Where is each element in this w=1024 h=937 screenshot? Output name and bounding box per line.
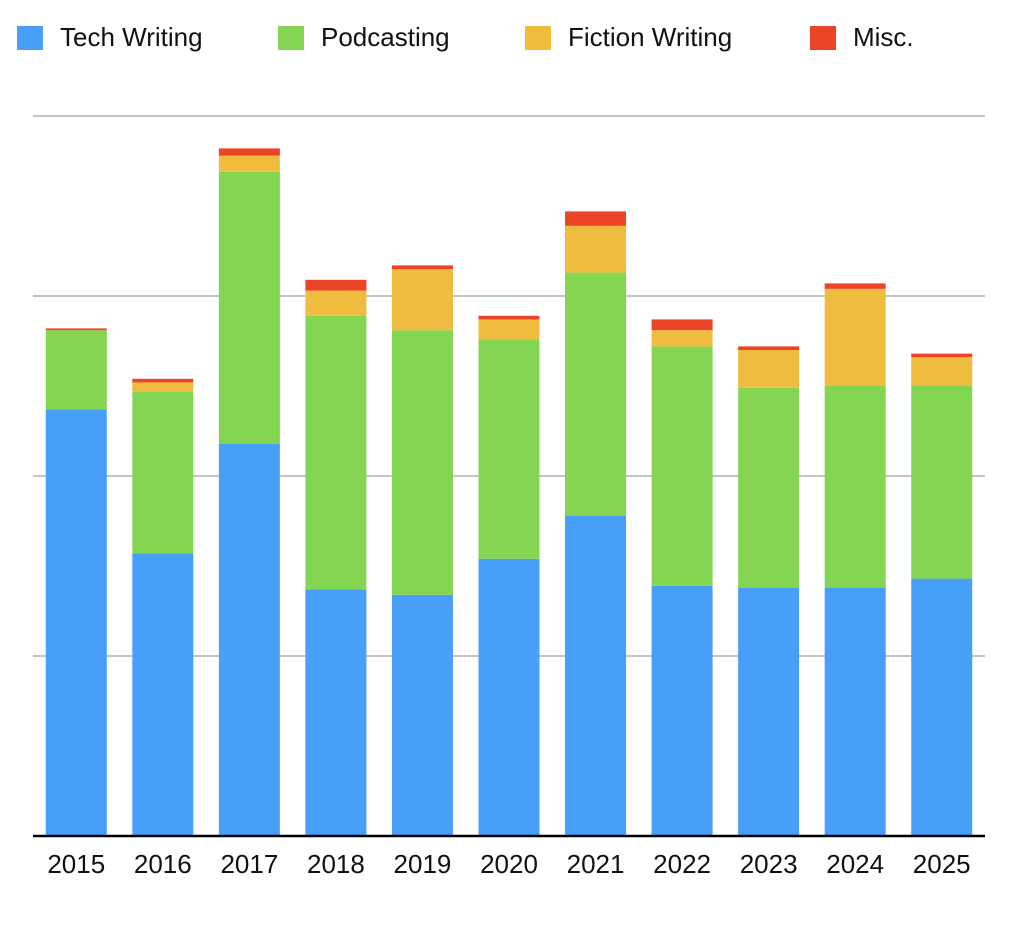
x-tick-label: 2015: [47, 849, 105, 879]
x-tick-label: 2025: [913, 849, 971, 879]
legend-label: Fiction Writing: [568, 22, 732, 52]
bar-segment: [132, 391, 194, 554]
bar-segment: [45, 330, 107, 410]
x-tick-label: 2020: [480, 849, 538, 879]
bar-segment: [911, 353, 973, 358]
bar-segment: [478, 339, 540, 559]
legend-swatch: [525, 26, 551, 50]
bar-segment: [651, 319, 713, 331]
bar-segment: [565, 225, 627, 273]
bar-segment: [478, 319, 540, 340]
bar-segment: [478, 315, 540, 320]
bar-segment: [391, 330, 453, 595]
legend-swatch: [810, 26, 836, 50]
bar-segment: [911, 386, 973, 579]
bar-segment: [911, 357, 973, 386]
bar-segment: [824, 386, 886, 588]
bar-segment: [651, 330, 713, 347]
bar-segment: [305, 290, 367, 316]
bar-segment: [824, 283, 886, 289]
legend-label: Podcasting: [321, 22, 450, 52]
bar-segment: [565, 211, 627, 226]
x-tick-label: 2021: [567, 849, 625, 879]
bar-segment: [305, 589, 367, 836]
bar-segment: [911, 578, 973, 836]
bar-segment: [218, 443, 280, 836]
bar-segment: [45, 409, 107, 836]
bar-segment: [132, 553, 194, 836]
bar-segment: [218, 155, 280, 172]
bar-segment: [738, 587, 800, 836]
bar-segment: [651, 346, 713, 586]
bar-segment: [738, 346, 800, 350]
bar-segment: [391, 269, 453, 331]
legend-label: Misc.: [853, 22, 914, 52]
x-tick-label: 2016: [134, 849, 192, 879]
legend-label: Tech Writing: [60, 22, 203, 52]
x-tick-label: 2017: [220, 849, 278, 879]
x-tick-label: 2022: [653, 849, 711, 879]
x-tick-label: 2019: [394, 849, 452, 879]
bar-segment: [824, 288, 886, 386]
legend-swatch: [17, 26, 43, 50]
bar-segment: [305, 315, 367, 590]
bar-segment: [132, 382, 194, 392]
legend-swatch: [278, 26, 304, 50]
bar-segment: [218, 171, 280, 444]
x-tick-label: 2018: [307, 849, 365, 879]
bar-segment: [305, 279, 367, 291]
bar-segment: [565, 272, 627, 516]
bar-segment: [565, 515, 627, 836]
x-tick-label: 2023: [740, 849, 798, 879]
bar-segment: [824, 587, 886, 836]
bar-segment: [391, 594, 453, 836]
bar-segment: [391, 265, 453, 269]
bar-segment: [651, 585, 713, 836]
x-tick-label: 2024: [826, 849, 884, 879]
bar-segment: [478, 558, 540, 836]
bar-segment: [738, 350, 800, 388]
bar-segment: [132, 378, 194, 383]
bar-segment: [218, 148, 280, 156]
bar-segment: [45, 328, 107, 331]
bar-segment: [738, 387, 800, 588]
